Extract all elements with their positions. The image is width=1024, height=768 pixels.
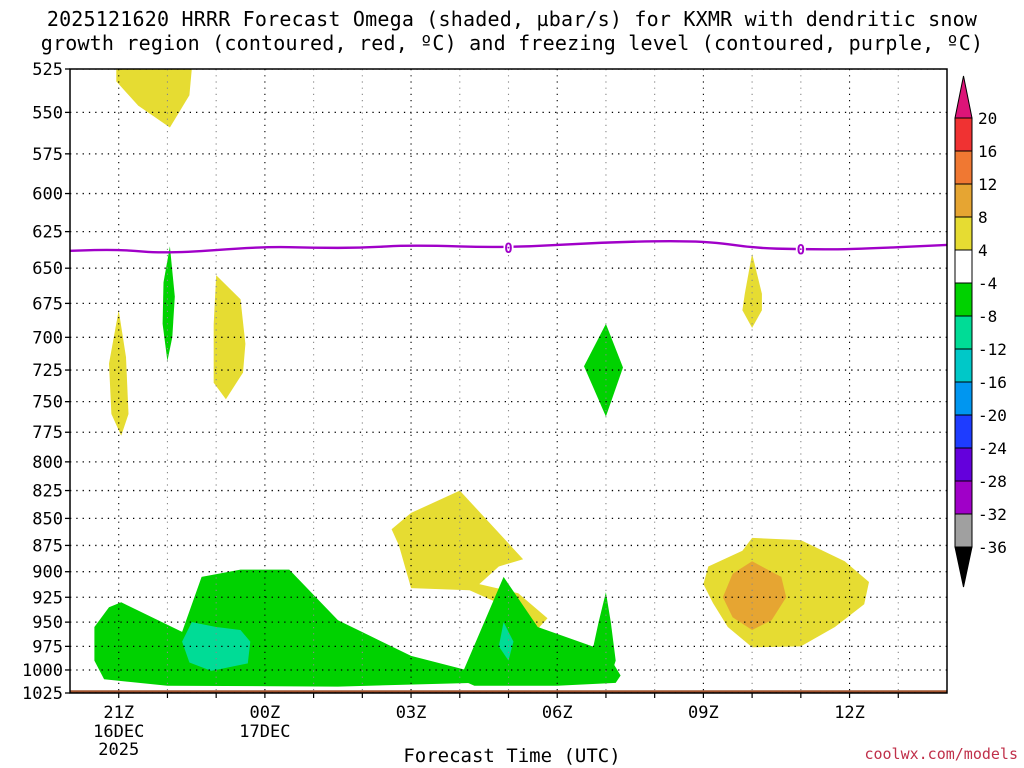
colorbar-bottom-arrow (954, 546, 973, 588)
colorbar-swatch-8 (954, 381, 973, 416)
omega-region-green-lower-right (586, 592, 616, 678)
omega-region-green-mid-2 (584, 323, 623, 417)
colorbar-label-10: -24 (978, 439, 1007, 458)
colorbar-label-11: -28 (978, 472, 1007, 491)
omega-region-green-lower-mid (459, 576, 621, 686)
colorbar-label-6: -8 (978, 307, 997, 326)
colorbar-swatch-6 (954, 315, 973, 350)
colorbar-label-8: -16 (978, 373, 1007, 392)
chart-title-line2: growth region (contoured, red, ºC) and f… (40, 31, 984, 55)
colorbar-swatch-0 (954, 117, 973, 152)
colorbar-label-9: -20 (978, 406, 1007, 425)
y-tick-label-925: 925 (32, 588, 63, 608)
omega-region-teal-mid (498, 622, 514, 661)
y-tick-label-850: 850 (32, 509, 63, 529)
omega-region-yellow-top-1 (116, 69, 192, 128)
y-tick-label-1025: 1025 (22, 684, 63, 704)
x-tick-label-09Z: 09Z (688, 703, 719, 723)
colorbar-swatch-9 (954, 414, 973, 449)
y-tick-label-725: 725 (32, 361, 63, 381)
site-credit[interactable]: coolwx.com/models (864, 745, 1018, 763)
x-tick-label-12Z: 12Z (834, 703, 865, 723)
omega-region-yellow-right-small (742, 253, 762, 328)
colorbar-swatch-10 (954, 447, 973, 482)
colorbar-label-0: 20 (978, 109, 997, 128)
x-tick-label-00Z: 00Z (250, 703, 281, 723)
colorbar-swatch-5 (954, 282, 973, 317)
y-tick-label-525: 525 (32, 60, 63, 80)
y-tick-label-975: 975 (32, 637, 63, 657)
omega-region-orange-lower-right (722, 561, 787, 630)
colorbar-swatch-4 (954, 249, 973, 284)
omega-region-yellow-mid (213, 275, 246, 400)
colorbar-label-2: 12 (978, 175, 997, 194)
colorbar-swatch-7 (954, 348, 973, 383)
colorbar-label-5: -4 (978, 274, 997, 293)
y-tick-label-750: 750 (32, 393, 63, 413)
colorbar-top-arrow (954, 75, 973, 119)
y-tick-label-875: 875 (32, 536, 63, 556)
colorbar-swatch-12 (954, 513, 973, 548)
y-tick-label-600: 600 (32, 185, 63, 205)
colorbar-label-12: -32 (978, 505, 1007, 524)
y-tick-label-650: 650 (32, 259, 63, 279)
y-tick-label-700: 700 (32, 328, 63, 348)
ground-strip (70, 690, 947, 693)
x-tick-label-21Z: 21Z (103, 703, 134, 723)
freezing-level-line (70, 239, 947, 254)
y-tick-label-625: 625 (32, 223, 63, 243)
x-tick-year-21Z: 2025 (98, 740, 139, 760)
y-tick-label-825: 825 (32, 482, 63, 502)
freezing-level-label-0: 0 (504, 241, 512, 257)
colorbar-label-4: 4 (978, 241, 988, 260)
colorbar-label-3: 8 (978, 208, 988, 227)
colorbar-swatch-2 (954, 183, 973, 218)
y-tick-label-550: 550 (32, 103, 63, 123)
y-tick-label-900: 900 (32, 563, 63, 583)
colorbar-swatch-3 (954, 216, 973, 251)
colorbar-label-1: 16 (978, 142, 997, 161)
x-axis-title: Forecast Time (UTC) (403, 745, 621, 767)
colorbar-label-7: -12 (978, 340, 1007, 359)
chart-title-line1: 2025121620 HRRR Forecast Omega (shaded, … (46, 7, 978, 31)
freezing-level-label-1: 0 (797, 242, 805, 258)
colorbar-swatch-11 (954, 480, 973, 515)
x-tick-label-03Z: 03Z (396, 703, 427, 723)
y-tick-label-950: 950 (32, 613, 63, 633)
y-tick-label-575: 575 (32, 145, 63, 165)
colorbar-swatch-1 (954, 150, 973, 185)
omega-region-green-mid-1 (162, 246, 175, 361)
x-tick-date-21Z: 16DEC (93, 722, 144, 742)
y-tick-label-800: 800 (32, 453, 63, 473)
x-tick-label-06Z: 06Z (542, 703, 573, 723)
y-tick-label-1000: 1000 (22, 661, 63, 681)
y-tick-label-775: 775 (32, 423, 63, 443)
y-tick-label-675: 675 (32, 294, 63, 314)
colorbar-label-13: -36 (978, 538, 1007, 557)
x-tick-date-00Z: 17DEC (239, 722, 290, 742)
